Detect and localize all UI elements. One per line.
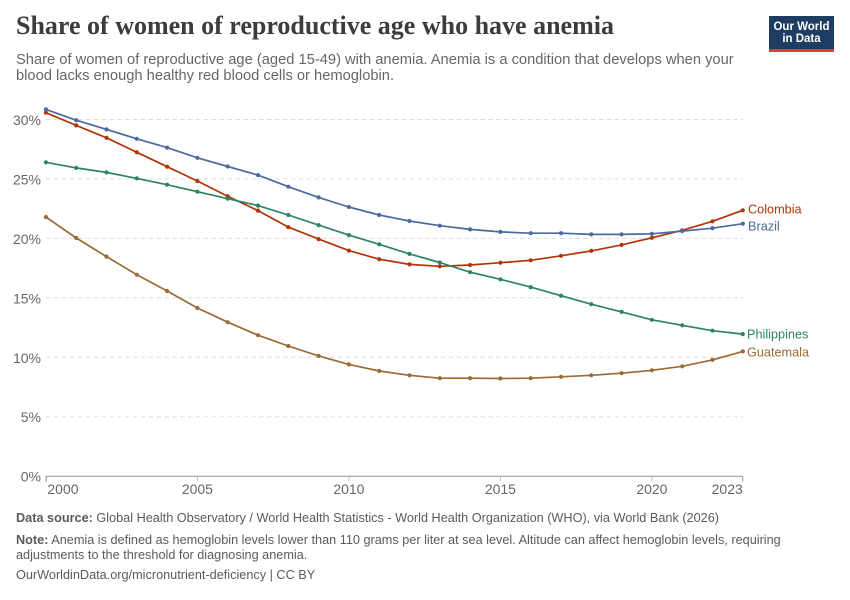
svg-text:10%: 10% <box>13 350 41 366</box>
svg-text:Brazil: Brazil <box>748 220 780 234</box>
svg-text:2000: 2000 <box>47 481 78 497</box>
svg-text:25%: 25% <box>13 171 41 187</box>
svg-text:5%: 5% <box>21 409 41 425</box>
svg-text:30%: 30% <box>13 112 41 128</box>
svg-text:2010: 2010 <box>333 481 364 497</box>
svg-text:Guatemala: Guatemala <box>747 346 810 360</box>
svg-text:Colombia: Colombia <box>748 203 803 217</box>
svg-text:15%: 15% <box>13 290 41 306</box>
svg-text:2015: 2015 <box>485 481 516 497</box>
svg-text:2020: 2020 <box>636 481 667 497</box>
svg-text:0%: 0% <box>21 469 41 485</box>
svg-text:2023: 2023 <box>712 481 743 497</box>
svg-text:Philippines: Philippines <box>747 328 808 342</box>
svg-text:20%: 20% <box>13 231 41 247</box>
svg-text:2005: 2005 <box>182 481 213 497</box>
